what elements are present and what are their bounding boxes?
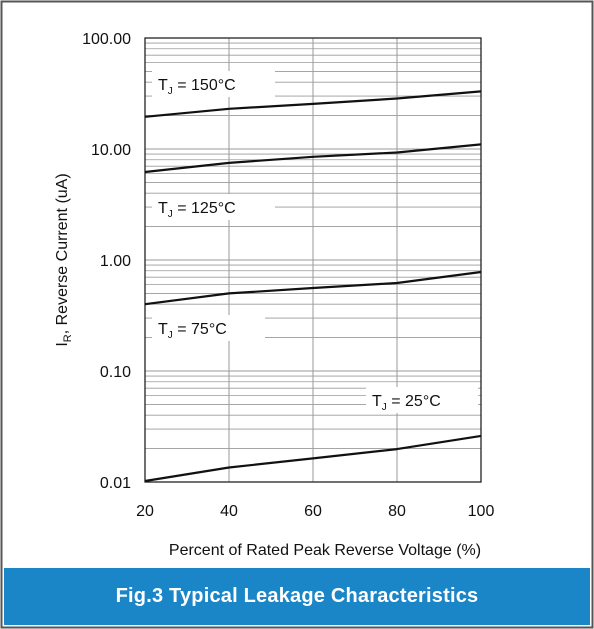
series-label-4: TJ = 25°C [372,393,441,413]
x-tick-label: 100 [468,503,495,520]
x-tick-label: 20 [136,503,154,520]
x-tick-label: 60 [304,503,322,520]
series-label-3: TJ = 75°C [158,321,227,341]
y-tick-label: 1.00 [100,253,131,270]
caption-banner: Fig.3 Typical Leakage Characteristics [4,568,590,625]
leakage-chart: 100.00 10.00 1.00 0.10 0.01 20 40 60 80 100 Percen… [54,31,494,559]
y-tick-label: 100.00 [82,31,131,48]
series-label-2: TJ = 125°C [158,200,236,220]
label-background [152,315,265,341]
x-tick-label: 80 [388,503,406,520]
y-tick-label: 0.10 [100,364,131,381]
x-axis-label: Percent of Rated Peak Reverse Voltage (%… [169,542,481,559]
series-label-1: TJ = 150°C [158,77,236,97]
x-tick-label: 40 [220,503,238,520]
y-axis-label: IR, Reverse Current (uA) [54,173,74,346]
series-line-3 [144,270,482,306]
plot-area-border [144,37,482,483]
series-line-2 [144,143,482,174]
label-background [152,71,275,97]
y-tick-label: 10.00 [91,142,131,159]
series-line-4 [144,434,482,483]
series-line-1 [144,90,482,118]
y-tick-label: 0.01 [100,475,131,492]
label-background [366,387,478,413]
label-background [152,194,275,220]
figure-caption: Fig.3 Typical Leakage Characteristics [115,585,479,607]
